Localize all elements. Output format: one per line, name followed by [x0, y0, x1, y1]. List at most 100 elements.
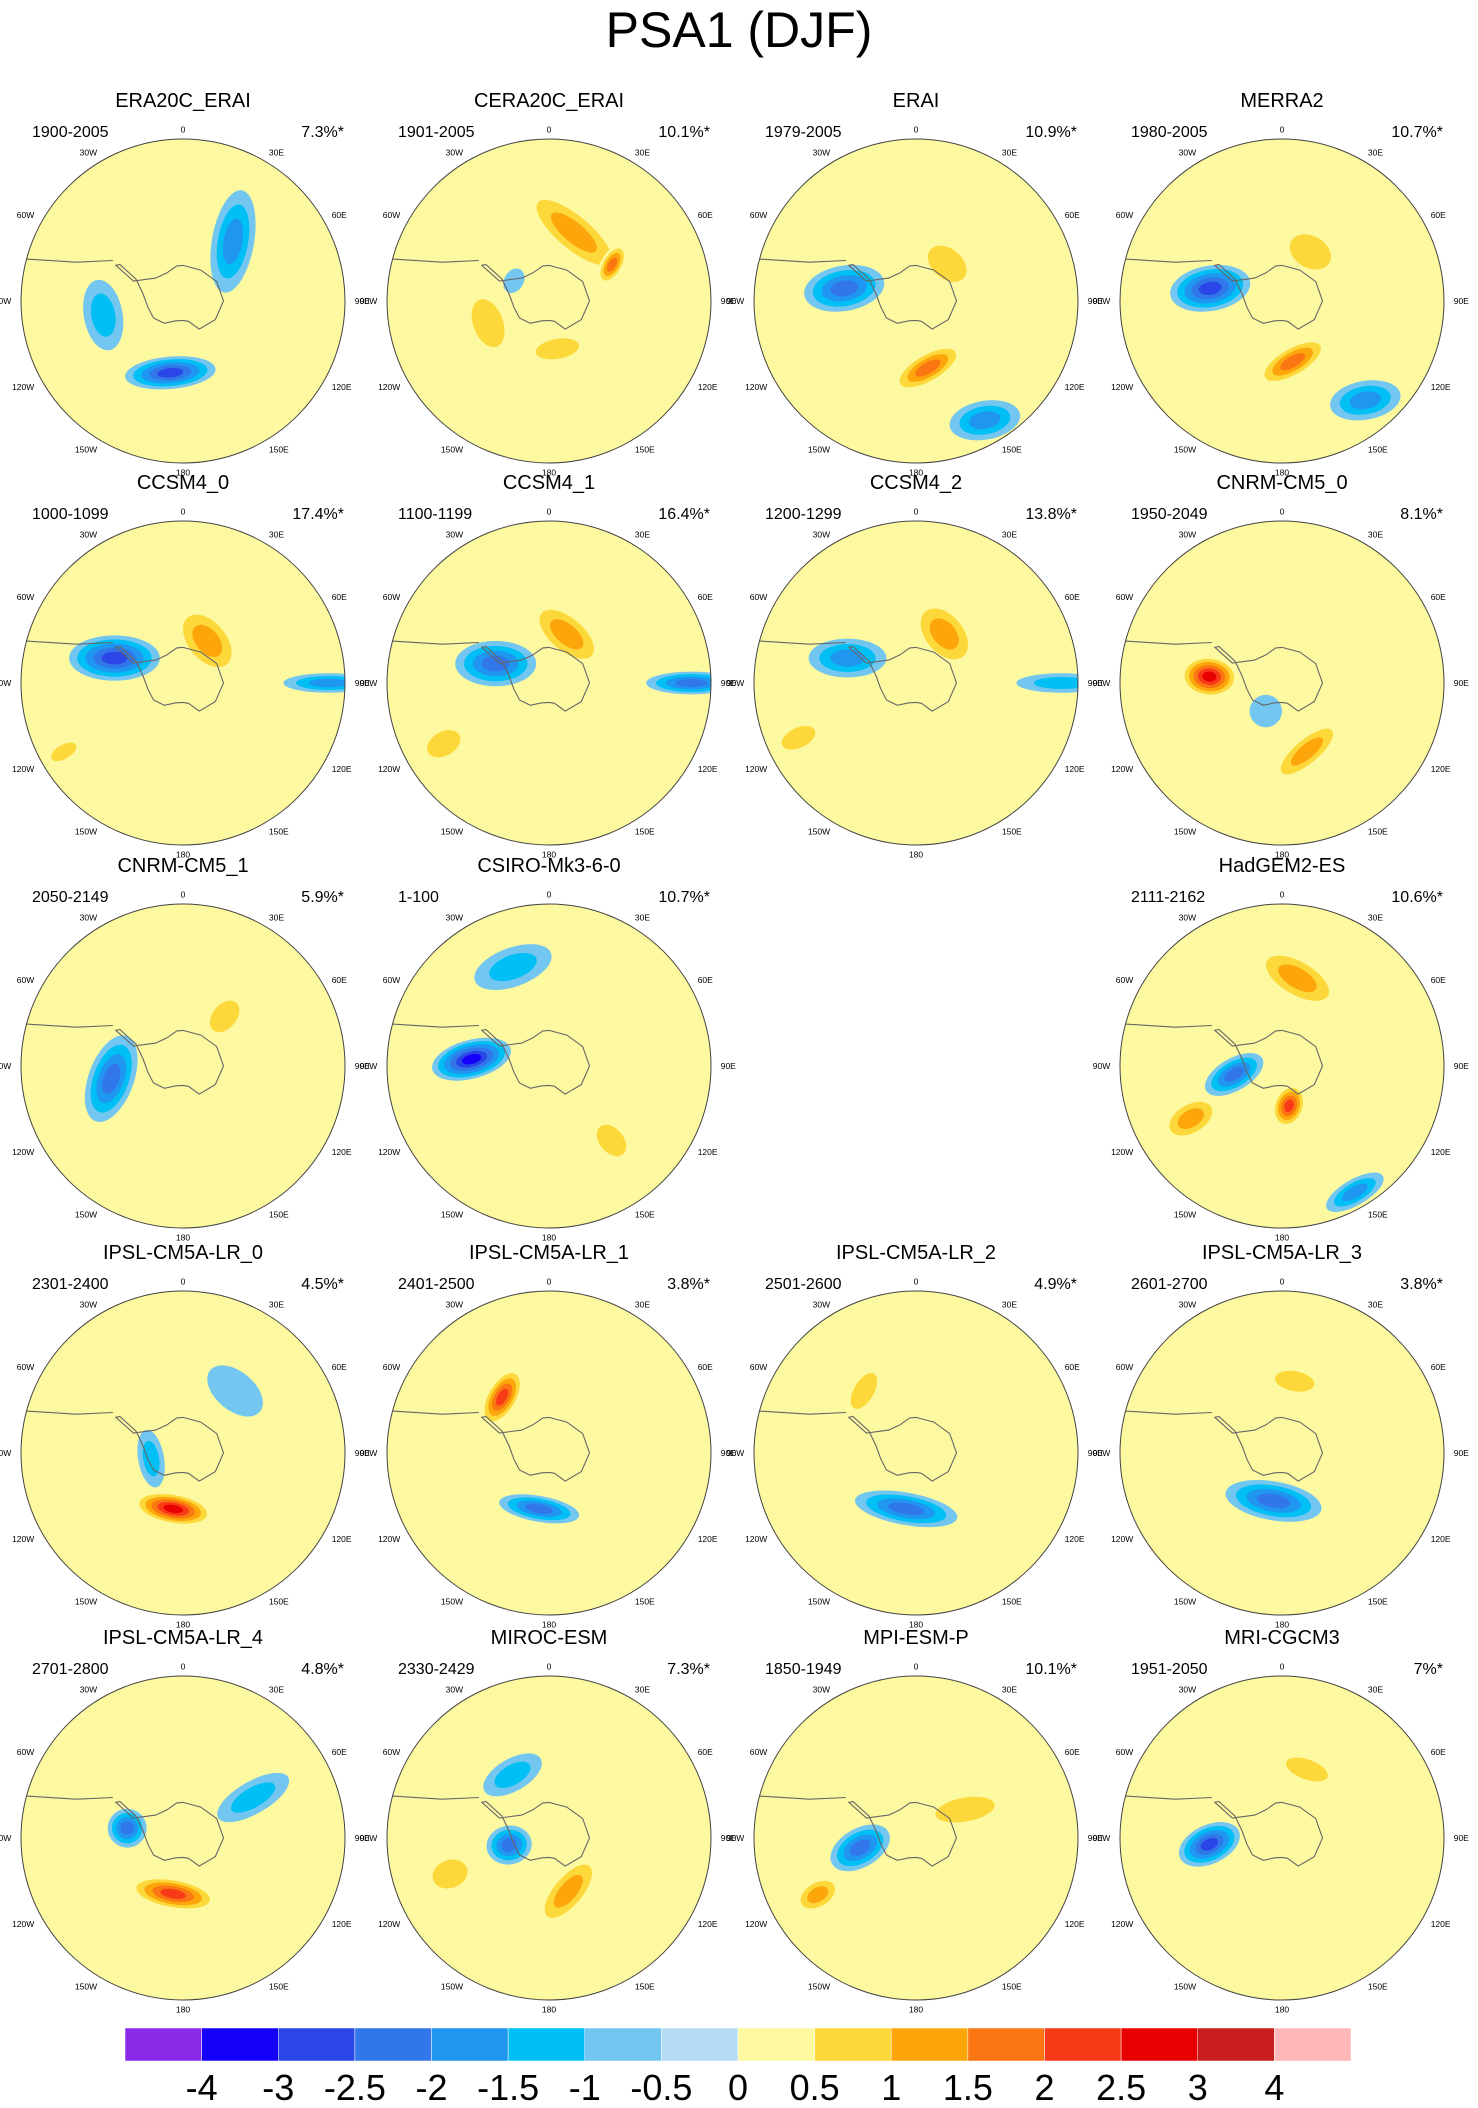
map-panel: 0 30E 60E 90E 120E 150E 180 150W 120W 90W 60W 30W Ha…: [1093, 855, 1469, 1243]
longitude-label: 0: [1280, 1276, 1285, 1286]
longitude-label: 90E: [1088, 1833, 1103, 1843]
longitude-label: 30E: [1368, 1684, 1383, 1694]
south-america-coastline: [26, 1795, 113, 1800]
antarctica-coastline: [114, 1028, 225, 1095]
longitude-label: 120E: [698, 382, 718, 392]
longitude-label: 60E: [332, 1747, 347, 1757]
longitude-label: 60W: [1116, 975, 1133, 985]
longitude-label: 150E: [635, 1597, 655, 1607]
map-background: [21, 1676, 345, 2000]
panel-variance: 5.9%*: [301, 889, 344, 906]
map-panel: 0 30E 60E 90E 120E 150E 180 150W 120W 90W 60W 30W ER…: [0, 90, 370, 478]
south-america-coastline: [26, 1410, 113, 1415]
longitude-label: 60W: [17, 210, 34, 220]
map-boundary: [20, 138, 346, 464]
anomaly-contour: [140, 266, 170, 303]
longitude-label: 30E: [635, 1299, 650, 1309]
map-panel: 0 30E 60E 90E 120E 150E 180 150W 120W 90W 60W 30W IP…: [1093, 1242, 1469, 1630]
longitude-label: 120E: [1065, 1534, 1085, 1544]
longitude-label: 120E: [1065, 382, 1085, 392]
panel-variance: 3.8%*: [1400, 1276, 1443, 1293]
longitude-label: 150E: [1368, 1982, 1388, 1992]
map-panel: 0 30E 60E 90E 120E 150E 180 150W 120W 90W 60W 30W MP…: [727, 1627, 1103, 2015]
map-panel: 0 30E 60E 90E 120E 150E 180 150W 120W 90W 60W 30W CE…: [360, 90, 736, 478]
panel-variance: 10.7%*: [1391, 124, 1443, 141]
longitude-label: 150E: [1368, 827, 1388, 837]
map-panel: 0 30E 60E 90E 120E 150E 180 150W 120W 90W 60W 30W ME…: [1093, 90, 1469, 478]
longitude-label: 30W: [446, 529, 463, 539]
longitude-label: 90W: [1093, 296, 1110, 306]
panel-period: 2401-2500: [398, 1276, 475, 1293]
longitude-label: 60W: [750, 592, 767, 602]
longitude-label: 30W: [446, 1684, 463, 1694]
colorbar-tick-label: 0.5: [789, 2067, 840, 2108]
panel-title: MIROC-ESM: [490, 1627, 608, 1649]
map-panel: 0 30E 60E 90E 120E 150E 180 150W 120W 90W 60W 30W CN…: [0, 855, 370, 1243]
south-america-coastline: [26, 258, 113, 263]
longitude-label: 90W: [727, 1833, 744, 1843]
colorbar-swatch: [584, 2028, 662, 2061]
longitude-label: 150E: [635, 1210, 655, 1220]
anomaly-contour: [1284, 1099, 1294, 1113]
longitude-label: 30W: [813, 147, 830, 157]
map-boundary: [753, 520, 1079, 846]
longitude-label: 30E: [635, 912, 650, 922]
panel-title: MRI-CGCM3: [1224, 1627, 1340, 1649]
colorbar-tick-label: -2.5: [323, 2067, 386, 2108]
colorbar-swatch: [737, 2028, 815, 2061]
south-america-coastline: [392, 1410, 479, 1415]
anomaly-contour: [496, 1388, 509, 1406]
panel-variance: 17.4%*: [292, 506, 344, 523]
longitude-label: 180: [542, 2005, 556, 2015]
polar-map: 0 30E 60E 90E 120E 150E 180 150W 120W 90W 60W 30W: [360, 889, 736, 1242]
longitude-label: 150W: [1174, 445, 1196, 455]
longitude-label: 120W: [12, 764, 34, 774]
longitude-label: 150W: [808, 1597, 830, 1607]
south-america-coastline: [392, 1023, 479, 1028]
panel-period: 2301-2400: [32, 1276, 109, 1293]
longitude-label: 90W: [727, 1448, 744, 1458]
longitude-label: 180: [542, 468, 556, 478]
longitude-label: 60E: [332, 1362, 347, 1372]
longitude-label: 120W: [1111, 1147, 1133, 1157]
panel-period: 1980-2005: [1131, 124, 1208, 141]
longitude-label: 180: [909, 850, 923, 860]
longitude-label: 30E: [635, 529, 650, 539]
anomaly-contour: [489, 952, 537, 982]
longitude-label: 0: [181, 1276, 186, 1286]
longitude-label: 90E: [721, 1448, 736, 1458]
panel-period: 1-100: [398, 889, 439, 906]
longitude-label: 150E: [635, 827, 655, 837]
longitude-label: 30E: [269, 529, 284, 539]
longitude-label: 180: [176, 2005, 190, 2015]
map-boundary: [1119, 1675, 1445, 2001]
anomaly-contour: [120, 1821, 134, 1835]
anomaly-contour: [101, 651, 128, 665]
south-america-coastline: [1125, 1410, 1212, 1415]
polar-map: 0 30E 60E 90E 120E 150E 180 150W 120W 90W 60W 30W: [727, 1276, 1103, 1629]
map-boundary: [1119, 138, 1445, 464]
south-america-coastline: [1125, 1023, 1212, 1028]
longitude-label: 120W: [745, 1534, 767, 1544]
longitude-label: 90E: [355, 678, 370, 688]
longitude-label: 60E: [1431, 210, 1446, 220]
longitude-label: 120E: [1431, 764, 1451, 774]
longitude-label: 120W: [378, 764, 400, 774]
longitude-label: 120W: [1111, 764, 1133, 774]
longitude-label: 150E: [1002, 1597, 1022, 1607]
polar-map: 0 30E 60E 90E 120E 150E 180 150W 120W 90W 60W 30W: [727, 124, 1103, 477]
anomaly-contour: [1349, 391, 1381, 410]
anomaly-contour: [1252, 1408, 1290, 1437]
panel-title: IPSL-CM5A-LR_4: [102, 1627, 264, 1649]
longitude-label: 90E: [1454, 678, 1469, 688]
longitude-label: 90E: [1454, 296, 1469, 306]
map-background: [1120, 1291, 1444, 1615]
colorbar-tick-label: -2: [415, 2067, 448, 2108]
longitude-label: 0: [547, 1661, 552, 1671]
longitude-label: 150E: [1368, 1210, 1388, 1220]
longitude-label: 30E: [269, 912, 284, 922]
longitude-label: 0: [547, 124, 552, 134]
longitude-label: 60E: [1065, 1362, 1080, 1372]
panel-title: IPSL-CM5A-LR_0: [102, 1242, 264, 1264]
longitude-label: 60W: [383, 1747, 400, 1757]
